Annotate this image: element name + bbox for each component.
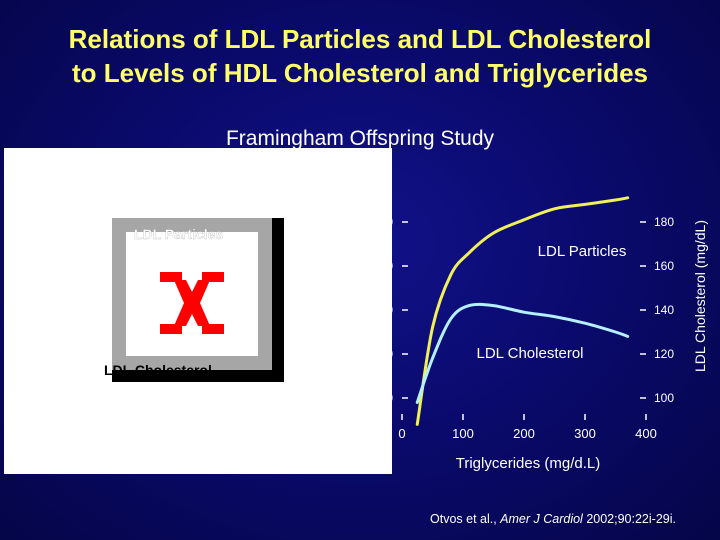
x-tick-label: 200 bbox=[513, 426, 535, 441]
right-axis-ticks: 100 120 140 160 180 bbox=[640, 215, 674, 405]
frame-label-ldl-particles: LDL Particles bbox=[134, 226, 224, 242]
right-tick-label: 120 bbox=[654, 347, 674, 361]
left-tick-label: 1600 bbox=[366, 259, 393, 273]
x-tick-label: 0 bbox=[398, 426, 405, 441]
series-label-ldl-cholesterol: LDL Cholesterol bbox=[477, 345, 584, 362]
series-line-ldl-particles bbox=[415, 196, 630, 426]
series-label-ldl-particles: LDL Particles bbox=[538, 243, 627, 260]
right-axis-title: LDL Cholesterol (mg/dL) bbox=[692, 220, 708, 372]
citation-authors: Otvos et al., bbox=[430, 512, 501, 526]
right-tick-label: 100 bbox=[654, 391, 674, 405]
x-tick-label: 400 bbox=[635, 426, 657, 441]
left-axis-title: LDL Particles (nmol/L) bbox=[25, 227, 41, 365]
series-lines bbox=[415, 196, 630, 426]
slide-title-line-1: Relations of LDL Particles and LDL Chole… bbox=[68, 24, 652, 54]
right-tick-label: 140 bbox=[654, 303, 674, 317]
x-axis-title: Triglycerides (mg/d.L) bbox=[456, 455, 600, 472]
left-tick-label: 1000 bbox=[366, 391, 393, 405]
x-tick-label: 300 bbox=[574, 426, 596, 441]
broken-image-icon bbox=[160, 272, 224, 334]
left-tick-label: 1200 bbox=[366, 347, 393, 361]
broken-image-frame: LDL Particles LDL Cholesterol bbox=[104, 218, 284, 382]
slide-title-line-2: to Levels of HDL Cholesterol and Triglyc… bbox=[72, 58, 648, 88]
series-labels: LDL Particles LDL Cholesterol bbox=[477, 243, 627, 362]
slide-subtitle: Framingham Offspring Study bbox=[225, 127, 495, 150]
x-axis-ticks: 0 100 200 300 400 bbox=[398, 414, 657, 441]
right-tick-label: 180 bbox=[654, 215, 674, 229]
citation-journal: Amer J Cardiol bbox=[500, 512, 583, 526]
series-line-ldl-cholesterol bbox=[415, 302, 630, 404]
left-tick-label: 1800 bbox=[366, 215, 393, 229]
x-tick-label: 100 bbox=[452, 426, 474, 441]
citation-reference: 2002;90:22i-29i. bbox=[582, 512, 676, 526]
citation: Otvos et al., Amer J Cardiol 2002;90:22i… bbox=[430, 512, 714, 526]
frame-label-ldl-cholesterol: LDL Cholesterol bbox=[104, 362, 212, 378]
right-tick-label: 160 bbox=[654, 259, 674, 273]
left-axis-ticks: 1000 1200 1400 1600 1800 bbox=[366, 215, 408, 405]
left-tick-label: 1400 bbox=[366, 303, 393, 317]
